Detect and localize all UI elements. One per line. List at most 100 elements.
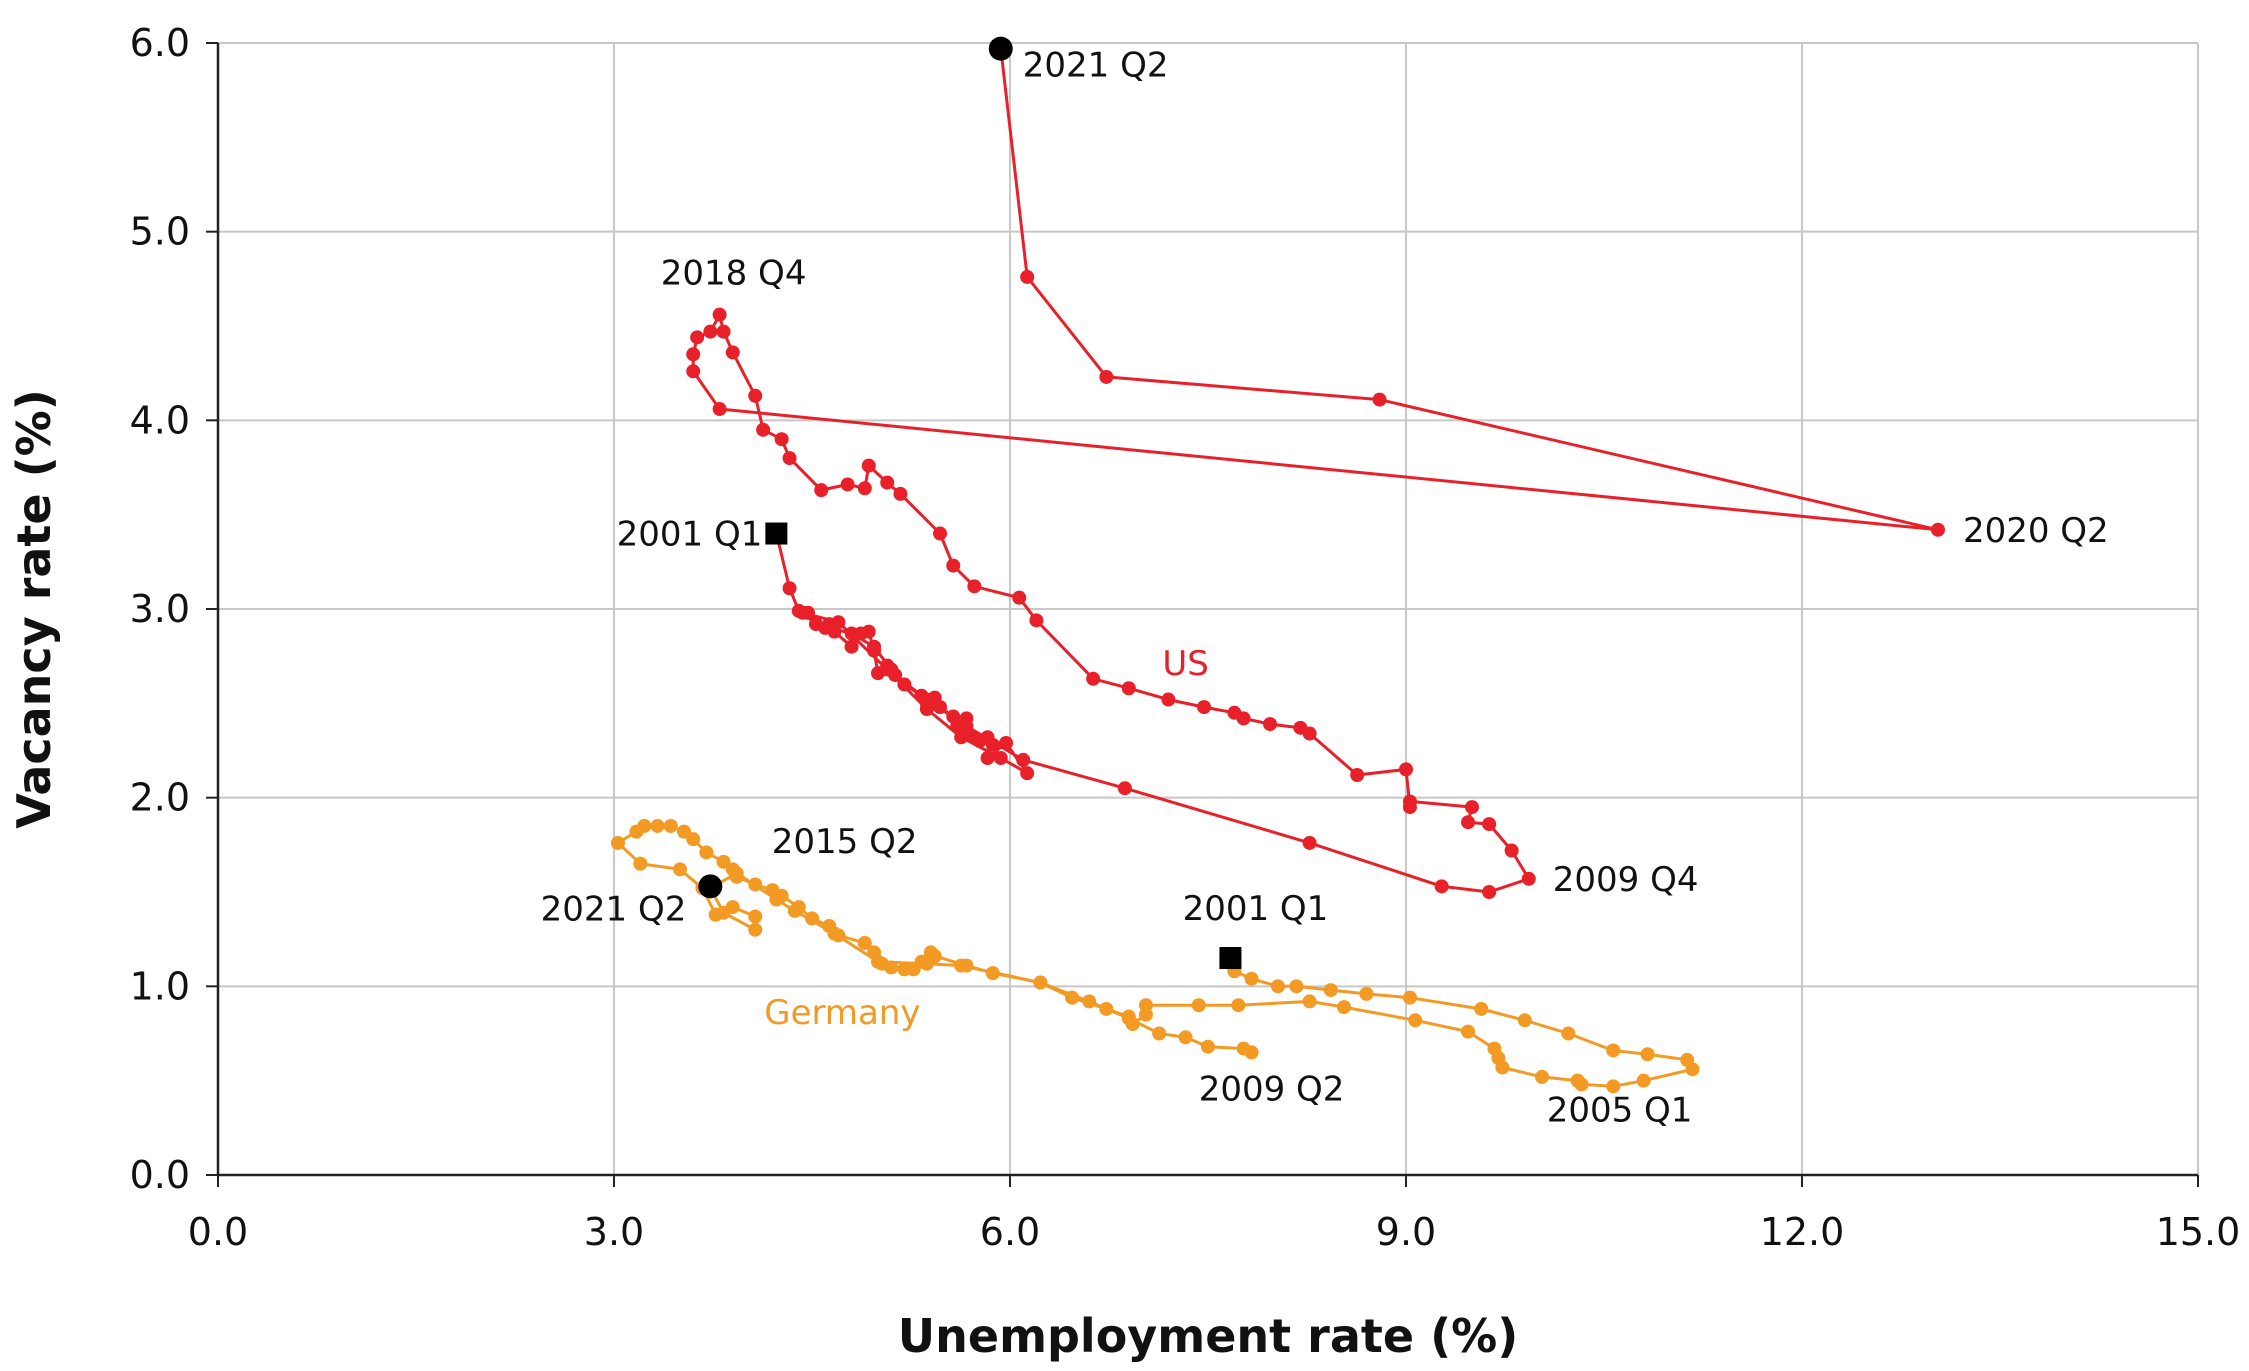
us-data-point (893, 486, 908, 501)
us-data-point (867, 639, 882, 654)
germany-data-point (787, 903, 802, 918)
x-axis-title: Unemployment rate (%) (898, 1309, 1518, 1363)
us-data-point (1121, 681, 1136, 696)
germany-data-point (716, 905, 731, 920)
point-annotation: 2015 Q2 (772, 822, 918, 862)
germany-data-point (1606, 1079, 1621, 1094)
germany-data-point (1099, 1001, 1114, 1016)
germany-data-point (897, 962, 912, 977)
us-end-marker (988, 36, 1013, 61)
us-data-point (933, 526, 948, 541)
us-data-point (703, 324, 718, 339)
us-data-point (1930, 522, 1945, 537)
germany-data-point (676, 824, 691, 839)
us-data-point (1293, 720, 1308, 735)
y-tick-label: 5.0 (130, 210, 190, 254)
germany-data-point (686, 832, 701, 847)
us-data-point (1482, 885, 1497, 899)
germany-data-point (1474, 1001, 1489, 1016)
axes: 0.0 3.0 6.0 9.0 12.0 15.0 0.0 1.0 2.0 3.0 4.0 5.0 6.… (130, 21, 2241, 1254)
us-data-point (1521, 871, 1536, 886)
germany-data-point (1191, 998, 1206, 1013)
us-data-point (712, 402, 727, 417)
us-data-point (756, 422, 771, 437)
y-tick-label: 0.0 (130, 1153, 190, 1197)
us-data-point (1434, 879, 1449, 894)
y-axis-title: Vacancy rate (%) (7, 389, 61, 829)
germany-data-point (1323, 983, 1338, 998)
x-tick-label: 15.0 (2156, 1210, 2241, 1254)
germany-data-point (871, 954, 885, 969)
germany-data-point (805, 911, 819, 926)
germany-data-point (1178, 1030, 1193, 1045)
us-data-point (831, 615, 846, 630)
germany-data-point (673, 862, 687, 877)
germany-data-point (827, 926, 842, 941)
germany-data-point (1359, 986, 1374, 1001)
germany-data-point (1561, 1026, 1576, 1041)
us-data-point (840, 477, 855, 492)
germany-data-point (1231, 998, 1246, 1013)
us-data-point (690, 330, 705, 345)
us-data-point (967, 579, 982, 594)
y-tick-label: 3.0 (130, 587, 190, 631)
germany-data-point (1065, 990, 1080, 1005)
germany-data-point (1408, 1013, 1423, 1028)
germany-data-point (1201, 1039, 1215, 1054)
series-label: US (1162, 644, 1208, 684)
germany-data-point (1534, 1069, 1549, 1084)
germany-data-point (629, 824, 644, 839)
us-data-point (1402, 800, 1417, 815)
us-data-point (1350, 768, 1365, 783)
germany-data-point (1606, 1043, 1621, 1058)
germany-data-point (1082, 994, 1097, 1009)
germany-data-point (610, 835, 625, 850)
us-data-point (1504, 843, 1519, 858)
us-data-point (980, 751, 995, 766)
y-tick-label: 1.0 (130, 964, 190, 1008)
us-data-point (1029, 613, 1044, 628)
us-data-point (888, 668, 903, 683)
us-data-point (1227, 705, 1242, 720)
us-data-point (1302, 835, 1317, 850)
us-data-point (1012, 590, 1027, 605)
us-data-point (1020, 766, 1035, 781)
us-data-point (880, 475, 895, 490)
x-tick-label: 3.0 (584, 1210, 644, 1254)
germany-data-point (1289, 979, 1304, 994)
us-data-point (844, 639, 859, 654)
us-data-point (954, 730, 969, 745)
us-data-point (857, 481, 872, 496)
germany-data-point (1636, 1073, 1651, 1088)
us-data-point (1161, 692, 1176, 707)
y-tick-label: 4.0 (130, 398, 190, 442)
germany-data-point (1461, 1024, 1476, 1039)
x-tick-label: 6.0 (980, 1210, 1040, 1254)
germany-data-point (748, 909, 763, 924)
labels: 2021 Q2 2018 Q4 2001 Q1 2020 Q2 2009 Q4 2015 … (541, 46, 2109, 1131)
germany-data-point (857, 935, 872, 950)
germany-data-point (748, 877, 763, 892)
us-data-point (725, 345, 740, 360)
us-data-point (814, 483, 829, 498)
us-data-point (1099, 369, 1114, 384)
us-data-point (1086, 671, 1101, 686)
us-data-point (861, 624, 876, 639)
us-data-point (1263, 717, 1278, 732)
us-data-point (1465, 800, 1479, 815)
point-annotation: 2009 Q4 (1553, 860, 1699, 900)
markers (698, 36, 1242, 970)
germany-data-point (1570, 1073, 1585, 1088)
point-annotation: 2001 Q1 (617, 515, 763, 555)
us-data-point (808, 617, 823, 632)
germany-data-point (1244, 971, 1259, 986)
germany-data-point (1685, 1062, 1700, 1077)
x-tick-label: 0.0 (188, 1210, 248, 1254)
germany-data-point (650, 818, 665, 833)
germany-data-point (1152, 1026, 1167, 1041)
us-data-point (919, 692, 934, 707)
germany-data-point (1336, 1000, 1351, 1015)
series-label: Germany (764, 993, 920, 1033)
point-annotation: 2021 Q2 (541, 889, 687, 929)
